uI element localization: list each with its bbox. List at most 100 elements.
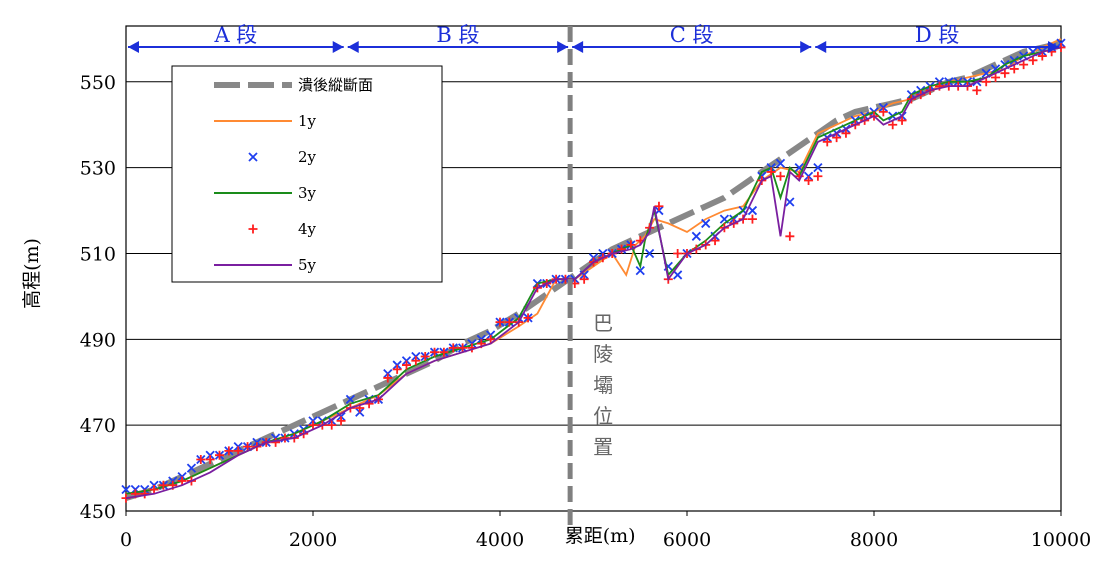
data-point — [177, 476, 187, 486]
y-tick-label: 530 — [80, 158, 116, 180]
legend-label: 4y — [298, 220, 317, 238]
legend-label: 2y — [298, 148, 317, 166]
data-point — [673, 270, 683, 280]
legend-swatch — [248, 224, 258, 234]
y-axis-label: 高程(m) — [21, 238, 43, 309]
section-label: C 段 — [670, 23, 714, 47]
series-5 — [125, 46, 1062, 499]
legend-entry: 3y — [214, 184, 317, 202]
data-point — [224, 446, 234, 456]
data-point — [495, 317, 505, 327]
data-point — [430, 347, 440, 357]
data-point — [635, 266, 645, 276]
data-point — [448, 343, 458, 353]
series-layer — [121, 38, 1066, 503]
data-point — [841, 128, 851, 138]
data-point — [205, 454, 215, 464]
arrow-head-right — [800, 41, 812, 53]
data-point — [215, 450, 224, 460]
legend-label: 潰後縱斷面 — [298, 76, 373, 94]
data-point — [804, 176, 814, 186]
data-point — [579, 274, 589, 284]
data-point — [710, 236, 720, 246]
legend-label: 1y — [298, 112, 317, 130]
x-tick-label: 2000 — [289, 529, 337, 551]
data-point — [233, 446, 243, 456]
y-tick-label: 490 — [80, 329, 116, 351]
series-3 — [125, 46, 1062, 495]
data-point — [822, 137, 832, 147]
data-point — [271, 437, 281, 447]
data-point — [888, 120, 898, 130]
section-3: D 段 — [815, 23, 1059, 53]
data-point — [1028, 55, 1038, 65]
data-point — [243, 442, 253, 452]
data-point — [701, 218, 711, 229]
annotation-char: 置 — [593, 435, 613, 459]
data-point — [1009, 64, 1019, 74]
arrow-head-right — [332, 41, 344, 53]
y-tick-label: 550 — [80, 72, 116, 94]
legend-entry: 1y — [214, 112, 317, 130]
section-label: B 段 — [436, 23, 479, 47]
legend-entry: 2y — [248, 148, 317, 166]
data-point — [785, 197, 795, 207]
series-line — [125, 46, 1062, 495]
section-2: C 段 — [572, 23, 812, 53]
section-label: A 段 — [213, 23, 257, 47]
x-tick-label: 0 — [120, 529, 132, 551]
arrow-head-left — [128, 41, 139, 53]
annotation-char: 陵 — [593, 342, 613, 366]
data-point — [644, 248, 655, 259]
y-tick-label: 470 — [80, 415, 116, 437]
section-0: A 段 — [128, 23, 344, 53]
data-point — [673, 248, 683, 258]
data-point — [140, 489, 150, 499]
arrow-head-right — [557, 41, 569, 53]
data-point — [1019, 60, 1029, 70]
series-line — [125, 46, 1062, 499]
data-point — [280, 433, 290, 443]
x-tick-label: 6000 — [663, 529, 711, 551]
data-point — [383, 373, 393, 383]
data-point — [523, 313, 533, 323]
arrow-head-left — [815, 41, 827, 53]
legend-entry: 4y — [248, 220, 317, 238]
data-point — [327, 420, 337, 430]
data-point — [813, 171, 823, 181]
data-point — [1000, 68, 1010, 78]
arrow-head-left — [572, 41, 584, 53]
data-point — [832, 133, 842, 143]
data-point — [1037, 51, 1047, 61]
data-point — [402, 360, 411, 370]
section-label: D 段 — [915, 23, 960, 47]
legend-box — [171, 65, 443, 283]
legend-entry: 潰後縱斷面 — [214, 76, 373, 94]
legend-entry: 5y — [214, 256, 317, 274]
x-axis-label: 累距(m) — [565, 525, 636, 547]
x-tick-label: 8000 — [850, 529, 898, 551]
arrow-head-left — [347, 41, 359, 53]
annotation-char: 巴 — [593, 311, 613, 335]
y-tick-label: 510 — [80, 243, 116, 265]
legend-swatch — [248, 152, 258, 162]
data-point — [747, 205, 758, 216]
data-point — [775, 158, 786, 168]
axes: 450 470 490 510 530 550 0 2000 4000 6000 8000 10000 — [80, 72, 1091, 551]
data-point — [897, 115, 907, 125]
data-point — [121, 484, 131, 495]
data-point — [972, 85, 982, 95]
data-point — [308, 420, 318, 430]
data-point — [458, 343, 468, 353]
data-point — [392, 364, 402, 374]
legend: 潰後縱斷面 1y 2y 3y 4y 5y — [171, 65, 443, 283]
data-point — [785, 231, 795, 241]
data-point — [813, 163, 823, 173]
legend-label: 3y — [298, 184, 317, 202]
section-1: B 段 — [347, 23, 569, 53]
data-point — [149, 485, 159, 495]
x-tick-label: 10000 — [1031, 529, 1091, 551]
